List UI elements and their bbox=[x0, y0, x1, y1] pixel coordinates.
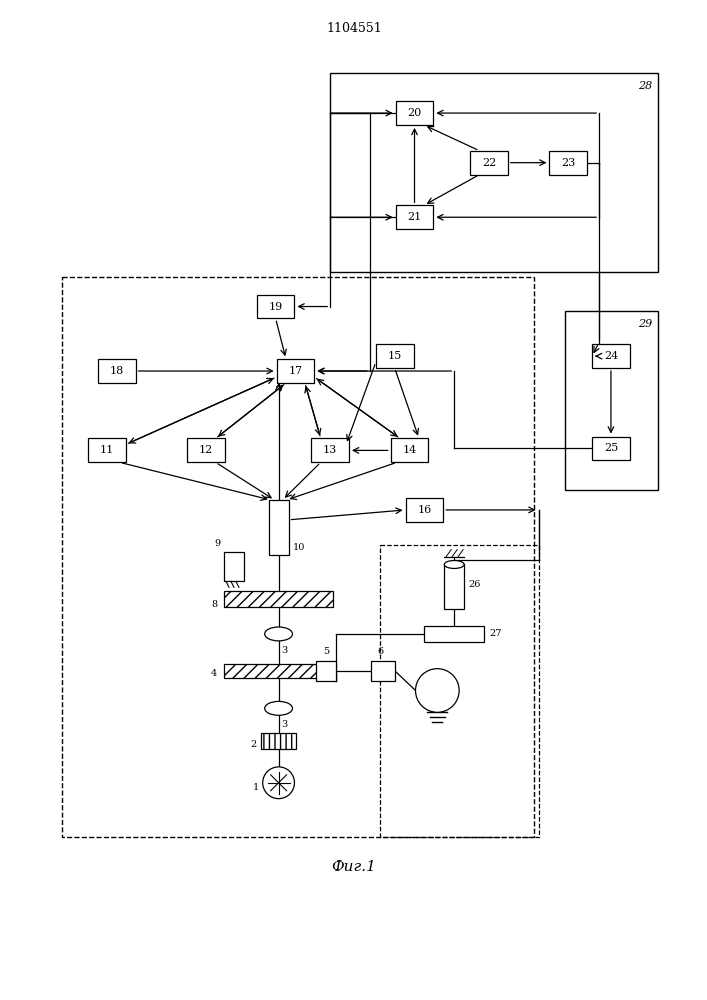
Bar bbox=[62, 277, 534, 837]
Text: 27: 27 bbox=[489, 629, 501, 638]
Bar bbox=[549, 151, 587, 175]
Bar bbox=[311, 438, 349, 462]
Bar bbox=[187, 438, 225, 462]
Text: 1104551: 1104551 bbox=[326, 22, 382, 35]
Bar bbox=[406, 498, 443, 522]
Text: 11: 11 bbox=[100, 445, 114, 455]
Text: 14: 14 bbox=[402, 445, 416, 455]
Text: 9: 9 bbox=[214, 539, 220, 548]
Bar bbox=[470, 151, 508, 175]
Bar bbox=[316, 661, 336, 681]
Bar bbox=[276, 359, 315, 383]
Text: 20: 20 bbox=[407, 108, 421, 118]
Text: 2: 2 bbox=[250, 740, 257, 749]
Text: 17: 17 bbox=[288, 366, 303, 376]
Text: 28: 28 bbox=[638, 81, 653, 91]
Bar bbox=[391, 438, 428, 462]
Text: 1: 1 bbox=[252, 783, 259, 792]
Text: 19: 19 bbox=[269, 302, 283, 312]
Text: 10: 10 bbox=[293, 543, 305, 552]
Text: 4: 4 bbox=[211, 669, 217, 678]
Ellipse shape bbox=[264, 627, 293, 641]
Bar bbox=[371, 661, 395, 681]
Bar bbox=[224, 664, 333, 678]
Text: 21: 21 bbox=[407, 212, 421, 222]
Text: 24: 24 bbox=[604, 351, 618, 361]
Text: 12: 12 bbox=[199, 445, 214, 455]
Bar bbox=[376, 344, 414, 368]
Bar bbox=[224, 552, 244, 581]
Circle shape bbox=[263, 767, 295, 799]
Text: 15: 15 bbox=[387, 351, 402, 361]
Text: 26: 26 bbox=[468, 580, 481, 589]
Text: 16: 16 bbox=[417, 505, 431, 515]
Text: 18: 18 bbox=[110, 366, 124, 376]
Bar bbox=[380, 545, 539, 837]
Text: 13: 13 bbox=[323, 445, 337, 455]
Text: 25: 25 bbox=[604, 443, 618, 453]
Bar bbox=[592, 344, 630, 368]
Bar bbox=[261, 733, 296, 749]
Text: 29: 29 bbox=[638, 319, 653, 329]
Text: 23: 23 bbox=[561, 158, 575, 168]
Text: 3: 3 bbox=[281, 646, 288, 655]
Bar bbox=[592, 437, 630, 460]
Text: 5: 5 bbox=[323, 647, 329, 656]
Bar bbox=[566, 311, 658, 490]
Text: 22: 22 bbox=[481, 158, 496, 168]
Ellipse shape bbox=[264, 701, 293, 715]
Bar bbox=[257, 295, 295, 318]
Circle shape bbox=[416, 669, 459, 712]
Bar bbox=[269, 500, 288, 555]
Bar bbox=[396, 101, 433, 125]
Text: 8: 8 bbox=[211, 600, 217, 609]
Text: 7: 7 bbox=[434, 686, 440, 695]
Bar bbox=[224, 591, 333, 607]
Bar bbox=[424, 626, 484, 642]
Text: Фиг.1: Фиг.1 bbox=[332, 860, 376, 874]
Text: 6: 6 bbox=[378, 647, 384, 656]
Bar bbox=[98, 359, 136, 383]
Ellipse shape bbox=[444, 561, 464, 568]
Bar bbox=[88, 438, 126, 462]
Text: 3: 3 bbox=[281, 720, 288, 729]
Bar bbox=[330, 73, 658, 272]
Bar bbox=[444, 564, 464, 609]
Bar bbox=[396, 205, 433, 229]
